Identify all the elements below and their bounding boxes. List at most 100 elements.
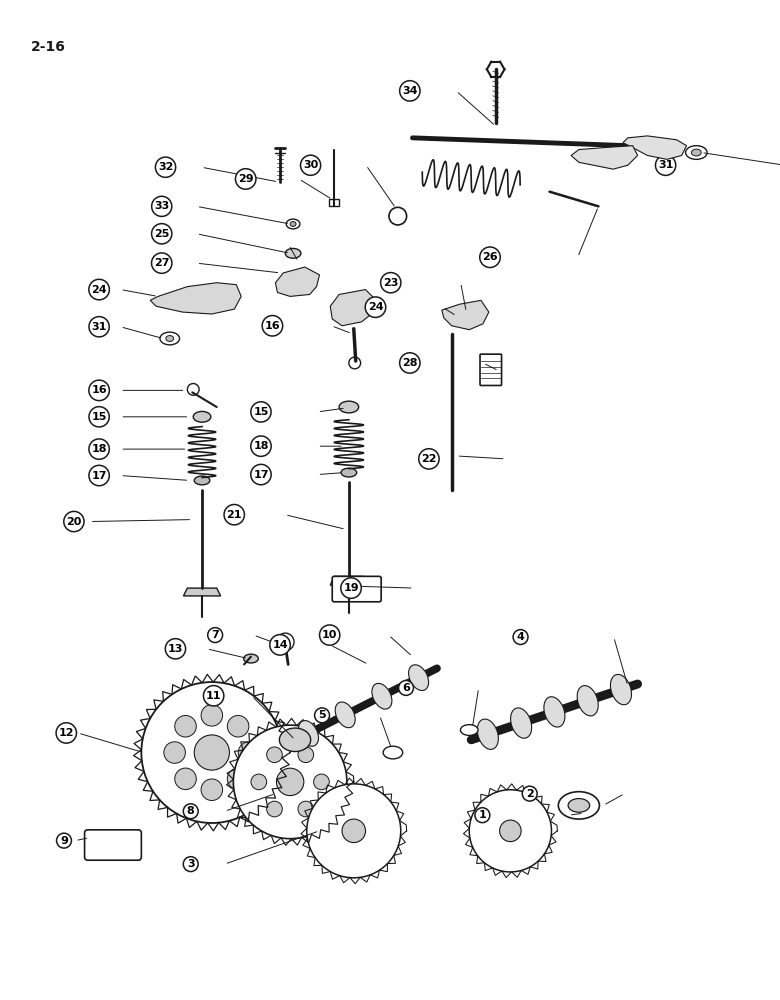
Ellipse shape [691,149,701,156]
Text: 8: 8 [187,806,194,816]
Text: 2-16: 2-16 [30,40,66,54]
Ellipse shape [372,683,392,709]
Circle shape [349,357,360,369]
Circle shape [227,715,249,737]
Ellipse shape [686,146,707,159]
Circle shape [187,384,199,395]
Circle shape [175,768,197,790]
Polygon shape [183,588,221,596]
Circle shape [342,819,366,843]
Ellipse shape [285,248,301,258]
Circle shape [164,742,186,763]
Text: 17: 17 [254,470,269,480]
Ellipse shape [544,697,565,727]
Text: 6: 6 [402,683,410,693]
Text: 25: 25 [154,229,169,239]
Text: 22: 22 [421,454,437,464]
Text: 17: 17 [91,471,107,481]
Circle shape [314,774,329,790]
Text: 15: 15 [254,407,268,417]
Text: 29: 29 [238,174,254,184]
Ellipse shape [194,476,210,485]
Text: 3: 3 [187,859,194,869]
Text: 24: 24 [367,302,383,312]
Circle shape [201,705,222,726]
Circle shape [175,715,197,737]
Text: 9: 9 [60,836,68,846]
Ellipse shape [299,721,318,746]
Circle shape [194,735,229,770]
Text: 33: 33 [154,201,169,211]
Text: 18: 18 [254,441,269,451]
Ellipse shape [243,654,258,663]
Text: 30: 30 [303,160,318,170]
Text: 31: 31 [91,322,107,332]
Circle shape [389,207,406,225]
Ellipse shape [335,702,355,728]
Ellipse shape [460,725,478,735]
Polygon shape [330,576,367,585]
Ellipse shape [160,332,179,345]
Text: 26: 26 [482,252,498,262]
Circle shape [500,820,521,842]
Ellipse shape [279,728,310,752]
Text: 24: 24 [91,285,107,295]
Text: 21: 21 [226,510,242,520]
Text: 10: 10 [322,630,338,640]
Circle shape [141,682,282,823]
Circle shape [227,768,249,790]
Ellipse shape [568,799,590,812]
Ellipse shape [558,792,600,819]
Polygon shape [623,136,686,159]
Ellipse shape [577,686,598,716]
Text: 23: 23 [383,278,399,288]
Ellipse shape [477,719,498,749]
Circle shape [276,633,294,651]
Ellipse shape [290,222,296,226]
Text: 2: 2 [526,789,534,799]
Polygon shape [330,290,375,326]
Ellipse shape [286,219,300,229]
Polygon shape [151,283,241,314]
Text: 32: 32 [158,162,173,172]
Circle shape [251,774,267,790]
Text: 4: 4 [516,632,524,642]
Text: 20: 20 [66,517,82,527]
Ellipse shape [383,746,402,759]
Text: 31: 31 [658,160,673,170]
Text: 16: 16 [91,385,107,395]
Ellipse shape [611,674,632,705]
Text: 19: 19 [343,583,359,593]
Circle shape [233,725,347,839]
Text: 14: 14 [272,640,288,650]
Ellipse shape [339,401,359,413]
Text: 5: 5 [318,710,326,720]
Text: 13: 13 [168,644,183,654]
Text: 11: 11 [206,691,222,701]
Ellipse shape [409,665,428,691]
Text: 18: 18 [91,444,107,454]
Ellipse shape [341,468,356,477]
Text: 28: 28 [402,358,417,368]
Circle shape [267,747,282,763]
FancyBboxPatch shape [84,830,141,860]
Circle shape [298,801,314,817]
Circle shape [298,747,314,763]
Polygon shape [441,300,489,330]
Circle shape [470,790,551,872]
Text: 16: 16 [264,321,280,331]
FancyBboxPatch shape [480,354,502,385]
Text: 7: 7 [211,630,219,640]
Ellipse shape [166,336,174,341]
Ellipse shape [193,411,211,422]
Ellipse shape [511,708,532,738]
FancyBboxPatch shape [329,199,339,206]
Circle shape [267,801,282,817]
Circle shape [307,784,401,878]
Text: 1: 1 [478,810,486,820]
Text: 12: 12 [58,728,74,738]
Circle shape [238,742,260,763]
Polygon shape [275,267,320,296]
FancyBboxPatch shape [332,576,381,602]
Text: 15: 15 [91,412,107,422]
